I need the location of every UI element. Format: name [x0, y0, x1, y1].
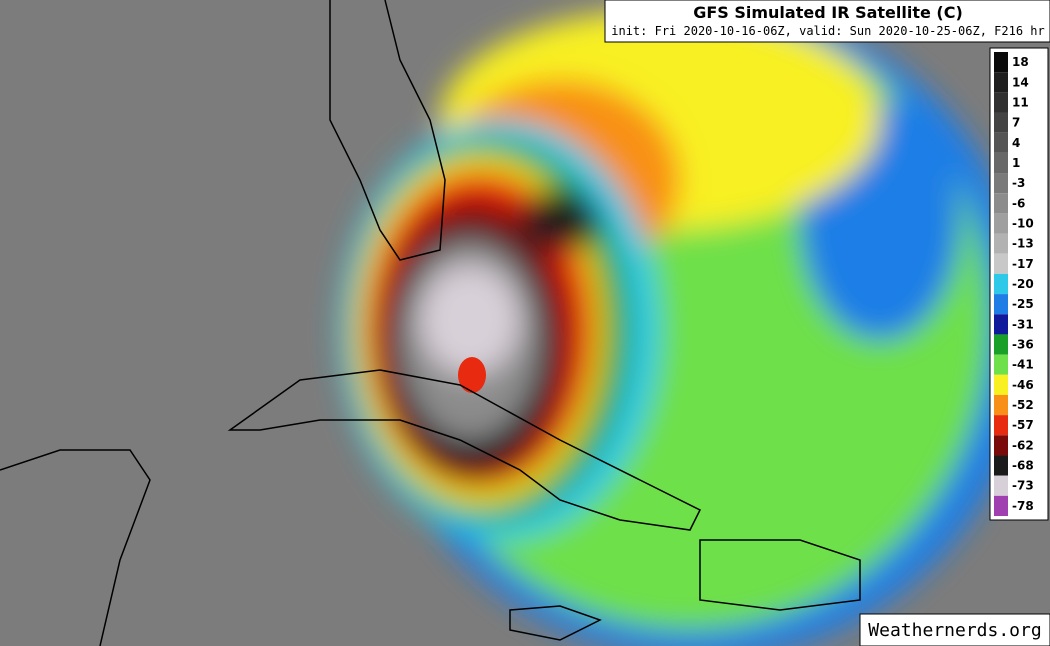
colorbar-swatch: [994, 233, 1008, 254]
colorbar-swatch: [994, 394, 1008, 416]
colorbar-label: -52: [1012, 398, 1034, 412]
colorbar-label: 11: [1012, 95, 1029, 109]
colorbar-swatch: [994, 213, 1008, 234]
cloud-field: [340, 0, 1030, 646]
colorbar-label: 7: [1012, 116, 1020, 130]
colorbar-label: -46: [1012, 378, 1034, 392]
colorbar-label: -20: [1012, 277, 1034, 291]
colorbar-label: 4: [1012, 136, 1020, 150]
colorbar-label: -10: [1012, 216, 1034, 230]
colorbar-swatch: [994, 374, 1008, 395]
colorbar-label: -25: [1012, 297, 1034, 311]
colorbar-swatch: [994, 92, 1008, 113]
colorbar-swatch: [994, 152, 1008, 174]
subtitle: init: Fri 2020-10-16-06Z, valid: Sun 202…: [611, 24, 1044, 38]
colorbar-swatch: [994, 193, 1008, 214]
colorbar-swatch: [994, 72, 1008, 93]
colorbar-swatch: [994, 112, 1008, 133]
colorbar-label: -57: [1012, 418, 1034, 432]
colorbar-swatch: [994, 495, 1008, 516]
colorbar-swatch: [994, 294, 1008, 315]
colorbar-swatch: [994, 455, 1008, 476]
title: GFS Simulated IR Satellite (C): [693, 3, 963, 22]
colorbar-label: -78: [1012, 499, 1034, 513]
colorbar-swatch: [994, 253, 1008, 274]
colorbar-label: -3: [1012, 176, 1025, 190]
watermark: Weathernerds.org: [868, 620, 1041, 641]
colorbar-swatch: [994, 132, 1008, 153]
colorbar-swatch: [994, 52, 1008, 73]
colorbar-swatch: [994, 475, 1008, 496]
colorbar-label: -17: [1012, 257, 1034, 271]
colorbar-label: 14: [1012, 75, 1029, 89]
colorbar-swatch: [994, 435, 1008, 456]
eye: [458, 357, 486, 393]
colorbar-label: 18: [1012, 55, 1029, 69]
colorbar-swatch: [994, 273, 1008, 295]
colorbar-swatch: [994, 314, 1008, 335]
colorbar-label: -36: [1012, 338, 1034, 352]
coastlines: [0, 0, 861, 646]
colorbar-swatch: [994, 415, 1008, 436]
colorbar-swatch: [994, 334, 1008, 355]
colorbar-label: -62: [1012, 438, 1034, 452]
colorbar-swatch: [994, 354, 1008, 375]
colorbar-label: -73: [1012, 479, 1034, 493]
colorbar-label: -41: [1012, 358, 1034, 372]
watermark-box: [859, 613, 1050, 646]
colorbar-label: 1: [1012, 156, 1020, 170]
colorbar-swatch: [994, 173, 1008, 194]
colorbar-label: -6: [1012, 196, 1025, 210]
colorbar-label: -68: [1012, 459, 1034, 473]
colorbar: 18 14 11 7 4 1 -3 -6 -10 -13 -17 -20 -25 -31 -36 -41 -46…: [994, 52, 1034, 516]
title-box: [604, 0, 1050, 43]
colorbar-label: -31: [1012, 317, 1034, 331]
colorbar-label: -13: [1012, 237, 1034, 251]
